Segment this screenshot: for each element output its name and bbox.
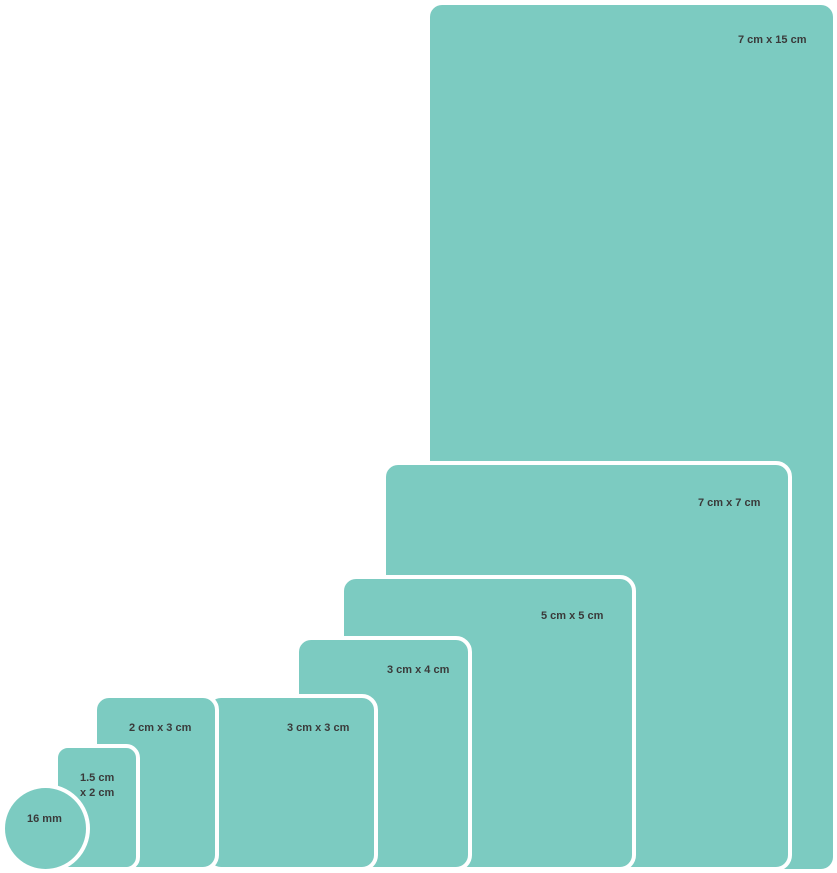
size-label: 7 cm x 15 cm <box>738 34 807 46</box>
size-label-line-1: 1.5 cm <box>80 772 115 784</box>
size-label: 5 cm x 5 cm <box>541 610 604 622</box>
size-label: 3 cm x 4 cm <box>387 664 450 676</box>
size-label-line-2: x 2 cm <box>80 787 115 799</box>
size-3cm-x-3cm-shape: 3 cm x 3 cm <box>205 694 378 871</box>
size-16mm-circle-shape: 16 mm <box>1 784 90 873</box>
size-label: 3 cm x 3 cm <box>287 722 350 734</box>
size-label: 2 cm x 3 cm <box>129 722 192 734</box>
size-label: 7 cm x 7 cm <box>698 497 761 509</box>
size-label: 1.5 cm x 2 cm <box>80 771 130 801</box>
size-label: 16 mm <box>27 813 62 825</box>
